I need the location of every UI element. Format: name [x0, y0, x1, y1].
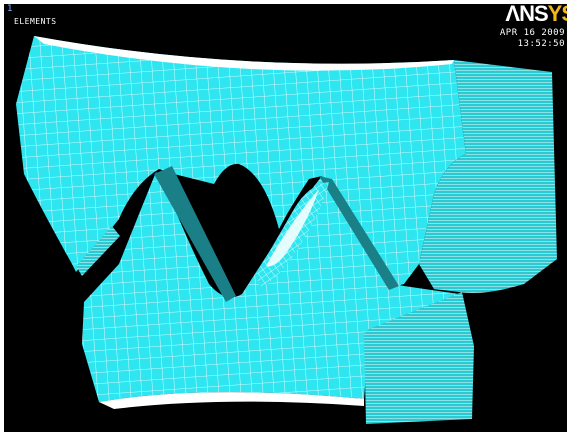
window-number: 1	[7, 4, 13, 14]
tooth-flank-right	[319, 176, 399, 290]
top-rim	[34, 36, 454, 71]
upper-side-face	[419, 60, 557, 293]
date-stamp: APR 16 2009	[499, 28, 565, 38]
logo-text-yellow: YS	[547, 4, 567, 26]
logo-text-white: ΛNS	[505, 4, 548, 26]
graphics-window[interactable]: 1 ELEMENTS ΛNSYS APR 16 2009 13:52:50	[4, 4, 567, 432]
contact-highlight	[266, 189, 319, 267]
upper-gear-face	[16, 36, 466, 286]
tooth-root-strip	[76, 226, 120, 276]
ansys-logo: ΛNSYS	[505, 4, 567, 27]
bottom-rim	[99, 392, 364, 409]
plot-title: ELEMENTS	[14, 17, 57, 26]
lower-side-face	[364, 292, 474, 424]
tooth-flank-left	[154, 166, 236, 302]
time-stamp: 13:52:50	[517, 39, 565, 49]
mesh-plot	[16, 36, 557, 424]
